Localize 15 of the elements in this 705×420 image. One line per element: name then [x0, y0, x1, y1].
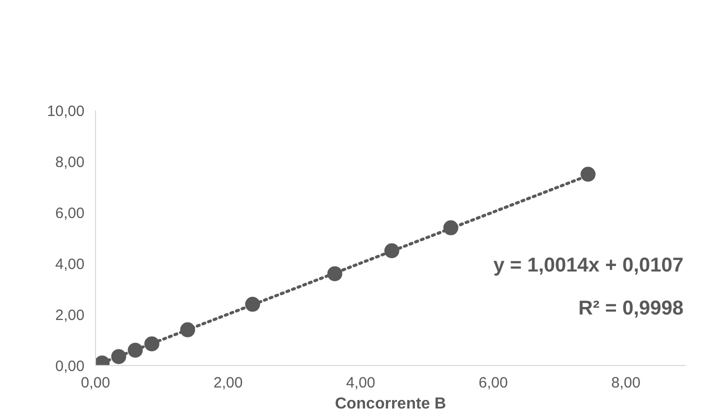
y-tick-label: 0,00: [55, 358, 85, 375]
annotation: y = 1,0014x + 0,0107: [493, 254, 684, 276]
point: [580, 166, 596, 182]
x-tick-label: 8,00: [611, 374, 640, 392]
annotation: R² = 0,9998: [578, 298, 684, 320]
y-tick-label: 2,00: [55, 307, 85, 324]
y-tick-label: 4,00: [55, 256, 85, 273]
x-tick-label: 6,00: [478, 374, 508, 392]
x-tick-label: 0,00: [80, 374, 110, 392]
y-tick-label: 8,00: [55, 154, 85, 171]
x-axis-title: Concorrente B: [334, 396, 446, 412]
x-tick-label: 4,00: [346, 374, 376, 392]
x-tick-label: 2,00: [213, 374, 243, 392]
y-tick-label: 10,00: [46, 103, 85, 120]
y-tick-label: 6,00: [55, 205, 85, 222]
